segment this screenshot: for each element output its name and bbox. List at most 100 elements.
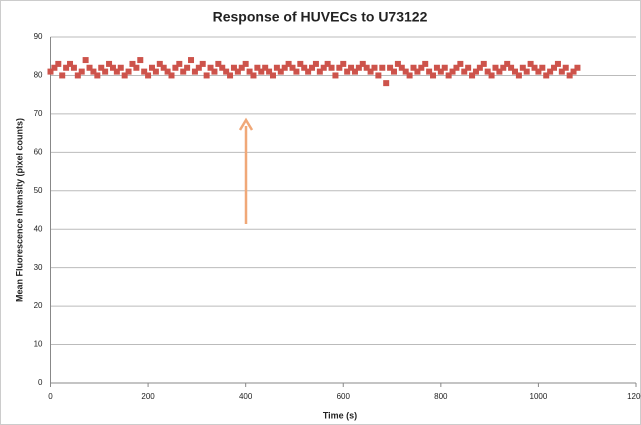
data-point xyxy=(348,64,355,71)
data-point xyxy=(145,72,152,79)
data-point xyxy=(508,64,515,71)
arrow-head xyxy=(238,117,254,131)
data-point xyxy=(125,68,132,75)
data-point xyxy=(402,68,409,75)
data-point xyxy=(426,68,433,75)
data-point xyxy=(379,64,386,71)
data-point xyxy=(269,72,276,79)
data-point xyxy=(457,60,464,67)
data-point xyxy=(117,64,124,71)
data-point xyxy=(113,68,120,75)
data-point xyxy=(106,60,113,67)
data-point xyxy=(246,68,253,75)
data-point xyxy=(86,64,93,71)
data-point xyxy=(74,72,81,79)
data-point xyxy=(242,60,249,67)
x-tick-label: 400 xyxy=(239,392,253,401)
data-point xyxy=(47,68,54,75)
data-point xyxy=(160,64,167,71)
y-tick-label: 80 xyxy=(34,71,43,80)
data-point xyxy=(219,64,226,71)
data-point xyxy=(515,72,522,79)
data-point xyxy=(500,64,507,71)
data-point xyxy=(70,64,77,71)
data-point xyxy=(430,72,437,79)
annotation-arrow xyxy=(238,117,254,224)
data-point xyxy=(558,68,565,75)
data-point xyxy=(484,68,491,75)
x-tick-label: 1200 xyxy=(627,392,641,401)
data-point xyxy=(328,64,335,71)
data-point xyxy=(78,68,85,75)
data-point xyxy=(461,68,468,75)
data-point xyxy=(566,72,573,79)
data-point xyxy=(262,64,269,71)
data-point xyxy=(316,68,323,75)
data-point xyxy=(223,68,230,75)
data-point xyxy=(554,60,561,67)
data-point xyxy=(344,68,351,75)
y-tick-label: 60 xyxy=(34,147,43,156)
data-point xyxy=(410,64,417,71)
data-point xyxy=(211,68,218,75)
data-point xyxy=(63,64,70,71)
data-point xyxy=(301,64,308,71)
y-tick-label: 30 xyxy=(34,263,43,272)
data-point xyxy=(51,64,58,71)
data-point xyxy=(523,68,530,75)
data-point xyxy=(156,60,163,67)
data-point xyxy=(433,64,440,71)
data-point xyxy=(547,68,554,75)
data-point xyxy=(281,64,288,71)
y-axis-title: Mean Fluorescence Intensity (pixel count… xyxy=(14,118,24,302)
data-point xyxy=(355,64,362,71)
data-point xyxy=(254,64,261,71)
data-point xyxy=(476,64,483,71)
data-point xyxy=(207,64,214,71)
data-point xyxy=(250,72,257,79)
y-tick-label: 70 xyxy=(34,109,43,118)
data-point xyxy=(227,72,234,79)
x-tick-label: 600 xyxy=(337,392,351,401)
y-tick-label: 50 xyxy=(34,186,43,195)
data-point xyxy=(230,64,237,71)
data-point xyxy=(375,72,382,79)
data-point xyxy=(480,60,487,67)
data-point xyxy=(137,57,144,64)
data-point xyxy=(82,57,89,64)
data-point xyxy=(445,72,452,79)
data-point xyxy=(285,60,292,67)
data-point xyxy=(383,80,390,87)
data-point xyxy=(531,64,538,71)
data-point xyxy=(258,68,265,75)
data-point xyxy=(98,64,105,71)
y-tick-label: 0 xyxy=(38,378,43,387)
data-point xyxy=(184,64,191,71)
data-point xyxy=(180,68,187,75)
data-point xyxy=(55,60,62,67)
data-point xyxy=(141,68,148,75)
data-point xyxy=(234,68,241,75)
data-point xyxy=(519,64,526,71)
data-point xyxy=(539,64,546,71)
data-point xyxy=(133,64,140,71)
data-point xyxy=(390,68,397,75)
data-point xyxy=(324,60,331,67)
data-point xyxy=(387,64,394,71)
data-point xyxy=(191,68,198,75)
data-point xyxy=(273,64,280,71)
data-point xyxy=(453,64,460,71)
data-point xyxy=(164,68,171,75)
data-point xyxy=(59,72,66,79)
data-point xyxy=(359,60,366,67)
data-point xyxy=(406,72,413,79)
data-point xyxy=(351,68,358,75)
data-point xyxy=(535,68,542,75)
data-point xyxy=(551,64,558,71)
data-point xyxy=(469,72,476,79)
data-point xyxy=(109,64,116,71)
data-point xyxy=(422,60,429,67)
data-point xyxy=(94,72,101,79)
